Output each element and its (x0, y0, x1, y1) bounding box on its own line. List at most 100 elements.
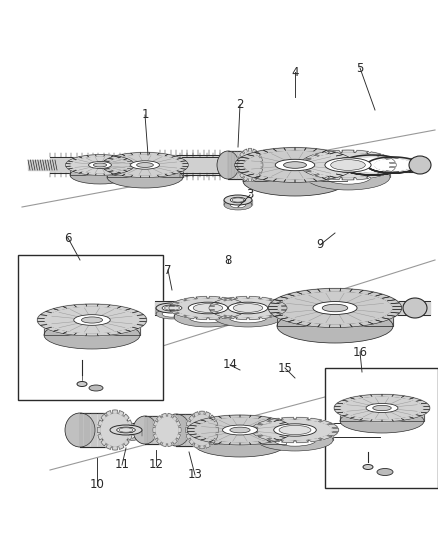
Polygon shape (376, 294, 390, 298)
Ellipse shape (188, 302, 228, 314)
Polygon shape (114, 155, 125, 157)
Polygon shape (342, 157, 353, 161)
Polygon shape (280, 423, 290, 426)
Polygon shape (172, 156, 182, 159)
Polygon shape (66, 161, 72, 164)
Text: 1: 1 (141, 109, 149, 122)
Polygon shape (175, 300, 185, 303)
Polygon shape (113, 410, 117, 413)
Polygon shape (315, 174, 328, 178)
Polygon shape (133, 325, 144, 328)
Polygon shape (250, 415, 261, 418)
Polygon shape (186, 421, 190, 426)
Polygon shape (328, 177, 340, 180)
Polygon shape (104, 168, 113, 172)
Polygon shape (112, 156, 121, 158)
Polygon shape (149, 152, 159, 155)
Text: 12: 12 (148, 458, 163, 472)
Polygon shape (350, 289, 363, 293)
Polygon shape (238, 310, 246, 313)
Polygon shape (112, 172, 121, 175)
Polygon shape (28, 160, 55, 170)
Polygon shape (304, 179, 317, 182)
Ellipse shape (366, 403, 398, 413)
Polygon shape (180, 157, 240, 173)
Ellipse shape (306, 152, 390, 178)
Polygon shape (284, 180, 295, 182)
Polygon shape (304, 148, 317, 151)
Polygon shape (307, 324, 320, 327)
Polygon shape (322, 150, 336, 154)
Polygon shape (391, 303, 402, 306)
Polygon shape (108, 332, 121, 335)
Polygon shape (128, 420, 132, 426)
Text: 8: 8 (224, 254, 232, 266)
Polygon shape (268, 418, 281, 421)
Ellipse shape (88, 161, 111, 168)
Polygon shape (337, 412, 347, 416)
Polygon shape (160, 155, 220, 175)
Polygon shape (104, 173, 113, 175)
Polygon shape (210, 440, 215, 445)
Polygon shape (210, 303, 218, 306)
Polygon shape (210, 415, 215, 421)
Text: 15: 15 (278, 361, 293, 375)
Polygon shape (181, 161, 188, 164)
Polygon shape (271, 313, 281, 317)
Polygon shape (360, 322, 373, 326)
Ellipse shape (70, 156, 130, 174)
Polygon shape (158, 153, 168, 156)
Polygon shape (80, 413, 115, 447)
Text: 7: 7 (164, 263, 172, 277)
Ellipse shape (277, 291, 393, 325)
Polygon shape (360, 418, 372, 421)
Polygon shape (382, 297, 396, 301)
Polygon shape (268, 439, 281, 442)
Polygon shape (201, 418, 213, 421)
Polygon shape (280, 318, 294, 322)
Polygon shape (328, 150, 340, 153)
Ellipse shape (340, 409, 424, 433)
Polygon shape (194, 411, 198, 416)
Polygon shape (261, 163, 263, 167)
Ellipse shape (325, 170, 371, 184)
Polygon shape (284, 431, 293, 434)
Polygon shape (421, 403, 430, 407)
Polygon shape (179, 427, 181, 433)
Polygon shape (165, 155, 176, 157)
Ellipse shape (89, 385, 103, 391)
Polygon shape (73, 157, 82, 159)
Polygon shape (189, 440, 194, 445)
Polygon shape (231, 313, 241, 317)
Polygon shape (155, 301, 430, 315)
Polygon shape (267, 439, 279, 442)
Polygon shape (190, 434, 200, 438)
Polygon shape (209, 318, 220, 319)
Text: 13: 13 (187, 469, 202, 481)
Ellipse shape (257, 429, 333, 451)
Polygon shape (350, 396, 363, 399)
Polygon shape (286, 429, 293, 432)
Polygon shape (268, 310, 279, 313)
Polygon shape (330, 174, 343, 178)
Polygon shape (342, 150, 354, 152)
Polygon shape (117, 306, 131, 310)
Polygon shape (235, 166, 245, 170)
Polygon shape (257, 152, 260, 157)
Polygon shape (118, 157, 127, 159)
Polygon shape (228, 151, 250, 179)
Ellipse shape (133, 416, 157, 444)
Polygon shape (248, 179, 252, 182)
Polygon shape (306, 155, 318, 159)
Polygon shape (156, 439, 161, 445)
Polygon shape (282, 417, 293, 419)
Polygon shape (307, 289, 320, 293)
Polygon shape (175, 313, 185, 317)
Polygon shape (119, 445, 124, 449)
Polygon shape (337, 400, 347, 403)
Polygon shape (125, 154, 160, 176)
Polygon shape (215, 300, 225, 303)
Polygon shape (194, 420, 206, 424)
Polygon shape (194, 430, 286, 444)
Polygon shape (240, 443, 251, 445)
